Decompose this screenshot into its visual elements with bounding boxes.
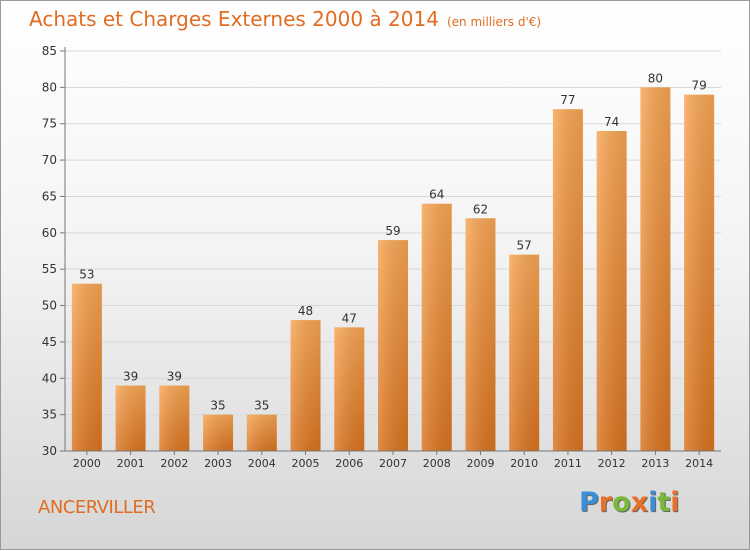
y-tick-label: 55: [42, 262, 57, 276]
x-tick-label: 2006: [335, 457, 363, 470]
x-tick-label: 2009: [466, 457, 494, 470]
bar-shade: [421, 203, 452, 451]
logo-letter: x: [630, 487, 649, 518]
bar-shade: [246, 414, 277, 451]
y-tick-label: 45: [42, 335, 57, 349]
data-label: 39: [167, 370, 182, 384]
data-label: 64: [429, 188, 444, 202]
data-label: 48: [298, 304, 313, 318]
x-tick-label: 2000: [73, 457, 101, 470]
chart-subtitle: (en milliers d'€): [446, 15, 542, 29]
data-label: 74: [604, 115, 619, 129]
logo-letter: o: [612, 487, 631, 518]
commune-name: ANCERVILLER: [38, 497, 156, 518]
data-label: 39: [123, 370, 138, 384]
chart-title: Achats et Charges Externes 2000 à 2014 (e…: [29, 7, 541, 31]
logo-letter: i: [670, 487, 680, 518]
y-tick-label: 70: [42, 153, 57, 167]
x-tick-label: 2005: [292, 457, 320, 470]
bar-shade: [115, 385, 146, 451]
y-tick-label: 60: [42, 226, 57, 240]
data-label: 57: [517, 239, 532, 253]
x-tick-label: 2003: [204, 457, 232, 470]
data-label: 80: [648, 71, 663, 85]
chart-title-text: Achats et Charges Externes 2000 à 2014: [29, 7, 439, 31]
data-label: 79: [691, 79, 706, 93]
x-tick-label: 2001: [117, 457, 145, 470]
data-label: 53: [79, 268, 94, 282]
x-tick-label: 2008: [423, 457, 451, 470]
bar-shade: [509, 254, 540, 451]
bar-shade: [552, 109, 583, 451]
x-tick-label: 2004: [248, 457, 276, 470]
y-tick-label: 85: [42, 44, 57, 58]
y-tick-label: 50: [42, 299, 57, 313]
data-label: 59: [385, 224, 400, 238]
proxiti-logo: Proxiti: [579, 487, 680, 518]
logo-letter: r: [598, 487, 613, 518]
bar-shade: [203, 414, 234, 451]
data-label: 35: [254, 399, 269, 413]
bar-shade: [334, 327, 365, 451]
data-label: 35: [210, 399, 225, 413]
x-tick-label: 2010: [510, 457, 538, 470]
y-tick-label: 65: [42, 189, 57, 203]
logo-letter: P: [579, 487, 599, 518]
bar-shade: [378, 240, 408, 451]
bar-shade: [596, 131, 627, 451]
x-tick-label: 2012: [598, 457, 626, 470]
y-tick-label: 75: [42, 117, 57, 131]
data-label: 47: [342, 311, 357, 325]
x-tick-label: 2011: [554, 457, 582, 470]
bar-shade: [159, 385, 190, 451]
x-tick-label: 2013: [641, 457, 669, 470]
bar-shade: [640, 87, 671, 451]
bar-shade: [71, 283, 102, 451]
x-tick-label: 2014: [685, 457, 713, 470]
bar-shade: [684, 94, 715, 452]
y-tick-label: 40: [42, 371, 57, 385]
y-tick-label: 80: [42, 80, 57, 94]
bar-shade: [465, 218, 496, 451]
y-tick-label: 30: [42, 444, 57, 458]
bar-shade: [290, 320, 321, 451]
data-labels: 53 39 39 35 35 48 47 59 64 62 57 77 74 80 79: [79, 71, 707, 412]
logo-letter: i: [648, 487, 658, 518]
x-tick-label: 2002: [160, 457, 188, 470]
logo-letter: t: [657, 487, 671, 518]
data-label: 62: [473, 202, 488, 216]
axes: 30 35 40 45 50 55 60 65 70 75 80 85 2000 2001 2002 2003…: [42, 44, 721, 470]
bars: [71, 87, 715, 452]
x-tick-label: 2007: [379, 457, 407, 470]
y-tick-label: 35: [42, 408, 57, 422]
data-label: 77: [560, 93, 575, 107]
